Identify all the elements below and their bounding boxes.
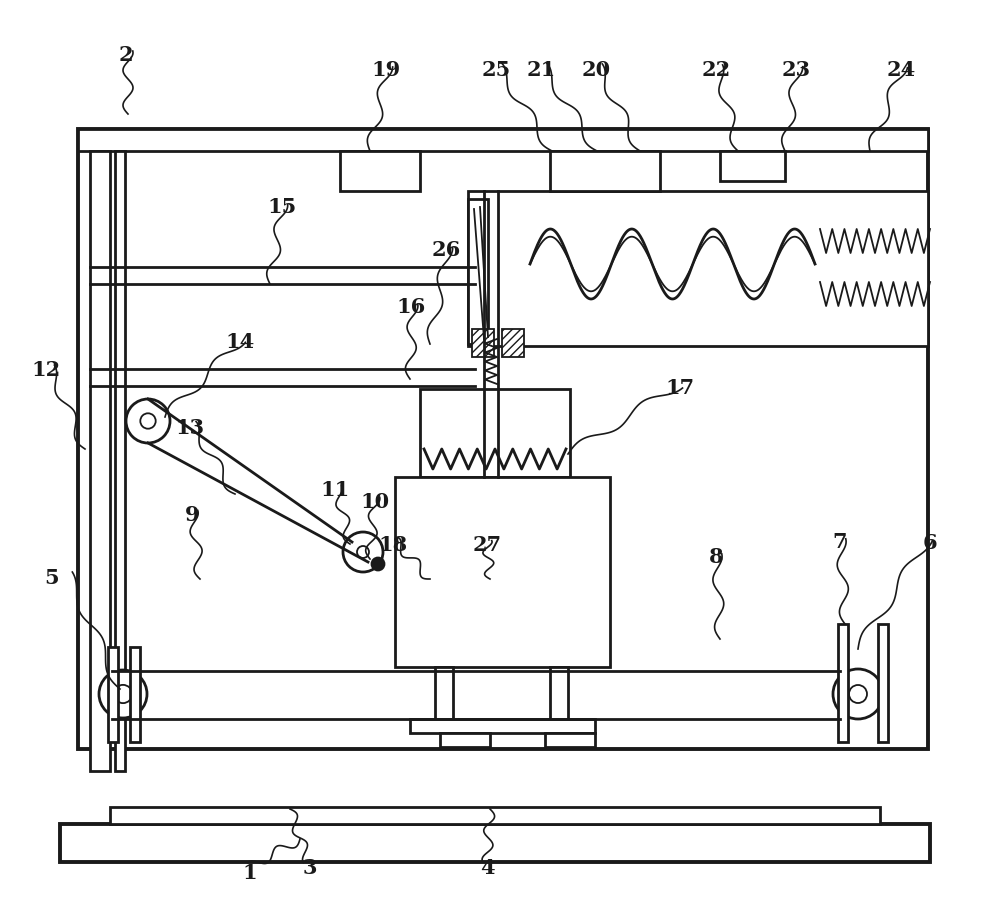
Bar <box>340 152 420 192</box>
Text: 4: 4 <box>480 857 494 877</box>
Circle shape <box>140 414 156 429</box>
Bar <box>115 152 125 771</box>
Circle shape <box>849 685 867 703</box>
Text: 1: 1 <box>243 862 257 882</box>
Text: 15: 15 <box>267 197 297 217</box>
Text: 14: 14 <box>225 332 255 352</box>
Circle shape <box>114 685 132 703</box>
Text: 12: 12 <box>31 360 61 380</box>
Text: 19: 19 <box>371 60 401 80</box>
Bar <box>90 152 110 771</box>
Circle shape <box>833 670 883 719</box>
Text: 23: 23 <box>781 60 811 80</box>
Bar <box>108 648 118 742</box>
Bar <box>395 477 610 667</box>
Bar <box>110 807 880 824</box>
Bar <box>838 624 848 742</box>
Bar <box>545 733 595 747</box>
Text: 26: 26 <box>431 240 461 260</box>
Bar <box>550 152 660 192</box>
Bar <box>78 130 928 749</box>
Text: 6: 6 <box>923 532 937 552</box>
Text: 3: 3 <box>303 857 317 877</box>
Bar <box>720 152 785 182</box>
Text: 16: 16 <box>396 297 426 317</box>
Text: 13: 13 <box>175 417 205 437</box>
Circle shape <box>126 400 170 444</box>
Bar <box>440 733 490 747</box>
Bar <box>468 200 488 344</box>
Text: 9: 9 <box>185 505 199 525</box>
Text: 17: 17 <box>665 377 695 397</box>
Bar <box>472 330 494 358</box>
Text: 21: 21 <box>526 60 556 80</box>
Bar <box>468 192 928 346</box>
Text: 11: 11 <box>320 479 350 499</box>
Bar <box>878 624 888 742</box>
Text: 5: 5 <box>45 568 59 588</box>
Bar <box>420 390 570 477</box>
Bar <box>435 667 453 722</box>
Bar <box>410 719 595 733</box>
Circle shape <box>343 532 383 572</box>
Text: 22: 22 <box>701 60 731 80</box>
Text: 2: 2 <box>119 45 133 65</box>
Circle shape <box>372 558 384 570</box>
Text: 7: 7 <box>833 531 847 551</box>
Text: 20: 20 <box>581 60 611 80</box>
Text: 27: 27 <box>472 535 502 555</box>
Text: 8: 8 <box>709 547 723 567</box>
Text: 18: 18 <box>378 535 408 555</box>
Bar <box>502 330 524 358</box>
Bar <box>60 824 930 862</box>
Circle shape <box>99 670 147 718</box>
Text: 10: 10 <box>360 491 390 511</box>
Bar <box>130 648 140 742</box>
Bar <box>550 667 568 722</box>
Text: 25: 25 <box>481 60 511 80</box>
Text: 24: 24 <box>886 60 916 80</box>
Bar <box>78 130 928 152</box>
Circle shape <box>357 547 369 558</box>
